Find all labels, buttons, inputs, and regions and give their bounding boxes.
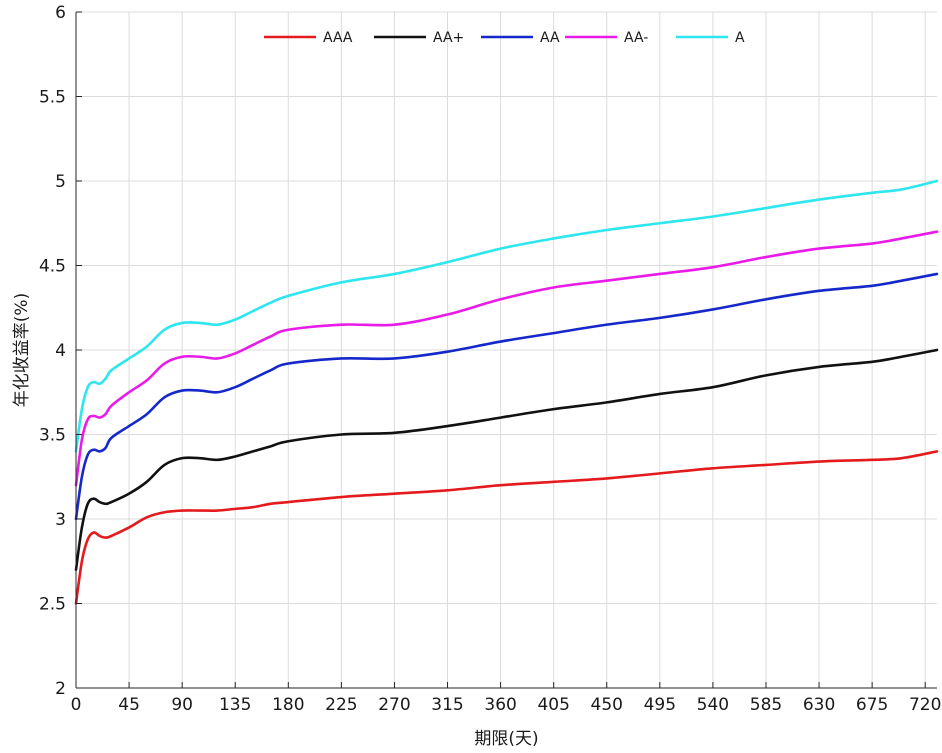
series-line-aa	[74, 272, 939, 521]
x-tick-label: 540	[697, 695, 729, 715]
y-tick-label: 5.5	[39, 88, 66, 108]
axes	[75, 11, 937, 689]
y-tick-label: 2.5	[39, 595, 66, 615]
x-tick-label: 630	[803, 695, 835, 715]
y-tick-label: 3.5	[39, 426, 66, 446]
y-axis-label: 年化收益率(%)	[12, 293, 32, 407]
x-tick-label: 720	[909, 695, 941, 715]
series-line-aa-minus	[74, 230, 939, 487]
x-tick-label: 180	[272, 695, 304, 715]
legend-label: AA	[540, 30, 560, 46]
x-tick-label: 90	[171, 695, 193, 715]
x-tick-label: 405	[537, 695, 569, 715]
legend-label: AA+	[433, 30, 464, 46]
x-tick-label: 225	[325, 695, 357, 715]
x-tick-label: 0	[71, 695, 82, 715]
series-line-aaa	[74, 450, 939, 605]
tick-labels: 0 45 90 135 180 225 270 315 360 405 450 495 540 585 63…	[39, 3, 941, 715]
legend-label: AA-	[624, 30, 648, 46]
y-tick-label: 2	[55, 679, 66, 699]
x-tick-label: 315	[431, 695, 463, 715]
y-tick-label: 4.5	[39, 257, 66, 277]
x-tick-label: 495	[644, 695, 676, 715]
x-tick-label: 135	[219, 695, 251, 715]
legend-label: AAA	[323, 30, 353, 46]
x-tick-label: 45	[118, 695, 140, 715]
x-tick-label: 675	[856, 695, 888, 715]
y-tick-label: 4	[55, 341, 66, 361]
x-tick-label: 270	[378, 695, 410, 715]
series-line-aa-minusplus	[74, 348, 939, 571]
series-layer	[74, 179, 939, 605]
y-tick-label: 6	[55, 3, 66, 23]
legend: AAA AA+ AA AA- A	[264, 30, 745, 46]
x-tick-label: 450	[591, 695, 623, 715]
x-tick-label: 360	[484, 695, 516, 715]
x-axis-label: 期限(天)	[474, 729, 538, 749]
series-line-a	[74, 179, 939, 453]
x-tick-label: 585	[750, 695, 782, 715]
y-tick-label: 3	[55, 510, 66, 530]
y-tick-label: 5	[55, 172, 66, 192]
legend-label: A	[735, 30, 745, 46]
